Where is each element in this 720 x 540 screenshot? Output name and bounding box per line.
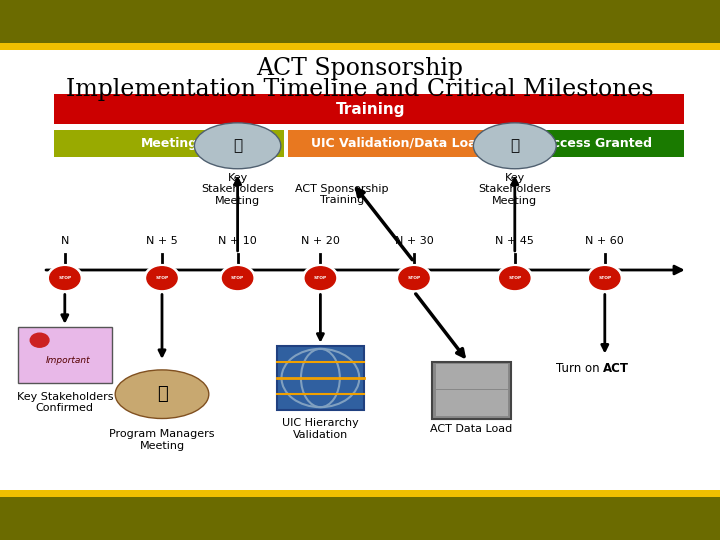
Text: STOP: STOP	[408, 276, 420, 280]
Bar	[436, 364, 508, 389]
Text: Training: Training	[336, 102, 405, 117]
Text: STOP: STOP	[231, 276, 244, 280]
Circle shape	[220, 265, 256, 292]
Bar	[0, 0, 720, 44]
Circle shape	[50, 267, 80, 289]
Text: Program Managers
Meeting: Program Managers Meeting	[109, 429, 215, 451]
Text: STOP: STOP	[598, 276, 611, 280]
Text: N: N	[60, 235, 69, 246]
Ellipse shape	[474, 123, 556, 168]
Ellipse shape	[115, 370, 209, 418]
Text: ACT Sponsorship
Training: ACT Sponsorship Training	[295, 184, 389, 205]
Bar	[432, 362, 511, 418]
Text: Meeting: Meeting	[140, 137, 198, 150]
Bar	[54, 130, 284, 157]
Circle shape	[399, 267, 429, 289]
Text: N + 60: N + 60	[585, 235, 624, 246]
Text: Access Granted: Access Granted	[543, 137, 652, 150]
Circle shape	[144, 265, 180, 292]
Bar	[277, 346, 364, 410]
Text: ACT: ACT	[603, 362, 629, 375]
Text: N + 45: N + 45	[495, 235, 534, 246]
Bar	[18, 327, 112, 383]
Circle shape	[590, 267, 620, 289]
Text: 👥: 👥	[157, 385, 167, 403]
Text: Key
Stakeholders
Meeting: Key Stakeholders Meeting	[478, 173, 552, 206]
Text: N + 5: N + 5	[146, 235, 178, 246]
Text: N + 30: N + 30	[395, 235, 433, 246]
Text: Key Stakeholders
Confirmed: Key Stakeholders Confirmed	[17, 392, 113, 413]
Circle shape	[396, 265, 432, 292]
Bar	[0, 43, 720, 50]
Text: UIC Validation/Data Load: UIC Validation/Data Load	[310, 137, 485, 150]
Text: Important: Important	[46, 356, 91, 365]
Circle shape	[47, 265, 83, 292]
Text: N + 10: N + 10	[218, 235, 257, 246]
Text: Implementation Timeline and Critical Milestones: Implementation Timeline and Critical Mil…	[66, 78, 654, 102]
Text: ACT Data Load: ACT Data Load	[431, 424, 513, 434]
Text: ACT Sponsorship: ACT Sponsorship	[256, 57, 464, 80]
Circle shape	[587, 265, 623, 292]
Circle shape	[302, 265, 338, 292]
Bar	[0, 496, 720, 540]
Circle shape	[497, 265, 533, 292]
Text: N + 20: N + 20	[301, 235, 340, 246]
Text: STOP: STOP	[156, 276, 168, 280]
Bar	[436, 390, 508, 416]
Circle shape	[30, 333, 49, 347]
Text: STOP: STOP	[58, 276, 71, 280]
Text: 👥: 👥	[233, 138, 242, 153]
Text: UIC Hierarchy
Validation: UIC Hierarchy Validation	[282, 418, 359, 440]
Ellipse shape	[194, 123, 281, 168]
Circle shape	[147, 267, 177, 289]
Text: 👥: 👥	[510, 138, 519, 153]
Bar	[0, 490, 720, 497]
Bar	[288, 130, 508, 157]
Bar	[511, 130, 684, 157]
Circle shape	[222, 267, 253, 289]
Text: STOP: STOP	[508, 276, 521, 280]
Text: Key
Stakeholders
Meeting: Key Stakeholders Meeting	[201, 173, 274, 206]
Text: STOP: STOP	[314, 276, 327, 280]
Circle shape	[500, 267, 530, 289]
Bar	[54, 94, 684, 124]
Circle shape	[305, 267, 336, 289]
Text: Turn on: Turn on	[556, 362, 603, 375]
